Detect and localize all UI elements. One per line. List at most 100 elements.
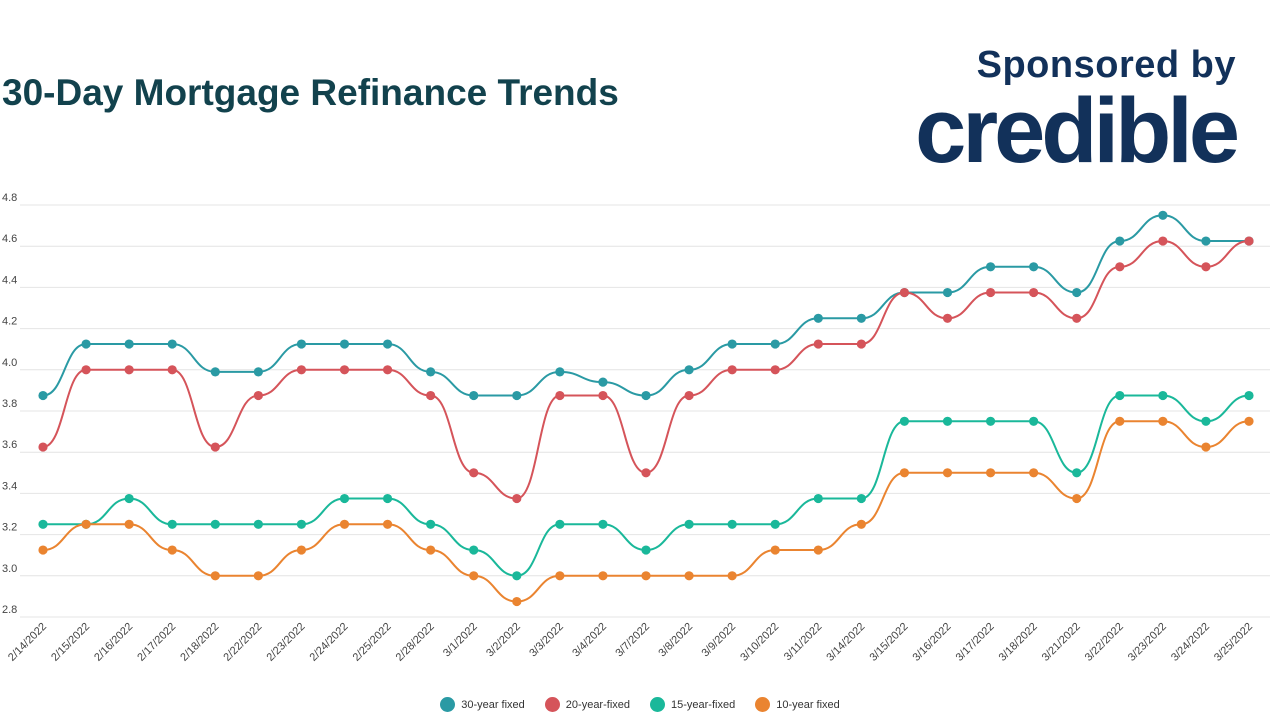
- y-tick-label: 4.0: [2, 357, 17, 369]
- data-point: [38, 519, 48, 529]
- x-tick-label: 3/10/2022: [738, 621, 781, 664]
- data-point: [339, 493, 350, 504]
- x-tick-label: 2/15/2022: [49, 621, 92, 664]
- data-point: [985, 287, 996, 298]
- x-tick-label: 3/8/2022: [656, 621, 695, 660]
- data-point: [426, 367, 436, 377]
- x-tick-label: 2/18/2022: [178, 621, 221, 664]
- data-point: [598, 390, 608, 401]
- x-tick-label: 2/28/2022: [394, 621, 437, 664]
- data-point: [81, 365, 91, 375]
- data-point: [38, 390, 48, 401]
- data-point: [296, 545, 307, 555]
- x-tick-label: 3/2/2022: [484, 621, 523, 660]
- data-point: [770, 365, 780, 375]
- series-3: [38, 416, 1254, 607]
- data-point: [382, 339, 393, 349]
- x-tick-label: 3/1/2022: [441, 621, 480, 660]
- legend-label: 10-year fixed: [776, 698, 840, 711]
- data-point: [38, 545, 48, 555]
- x-tick-label: 3/15/2022: [867, 621, 910, 664]
- data-point: [1115, 416, 1125, 426]
- data-point: [210, 442, 220, 452]
- y-tick-label: 4.4: [2, 274, 17, 286]
- series-line: [42, 240, 1250, 500]
- data-point: [942, 468, 953, 478]
- x-tick-label: 2/25/2022: [351, 621, 394, 664]
- data-point: [598, 571, 608, 581]
- x-tick-label: 2/14/2022: [6, 621, 49, 664]
- y-axis-ticks: 2.8 3.0 3.2 3.4 3.6 3.8 4.0 4.2 4.4 4.6 4.8: [2, 192, 17, 616]
- data-point: [296, 365, 307, 375]
- data-point: [770, 545, 780, 555]
- data-point: [985, 262, 996, 272]
- data-point: [1029, 416, 1039, 426]
- series-2: [38, 390, 1254, 581]
- series-1: [38, 236, 1254, 504]
- data-point: [985, 468, 996, 478]
- x-axis-ticks: 2/14/2022 2/15/2022 2/16/2022 2/17/2022 2/18…: [6, 621, 1255, 664]
- x-tick-label: 2/22/2022: [221, 621, 264, 664]
- data-point: [813, 545, 823, 555]
- data-point: [167, 339, 177, 349]
- data-point: [469, 390, 479, 401]
- data-point: [641, 390, 651, 401]
- sponsor-block: Sponsored by credible: [915, 44, 1240, 177]
- data-point: [684, 365, 694, 375]
- data-point: [426, 519, 436, 529]
- grid-lines: [20, 204, 1270, 618]
- x-tick-label: 2/16/2022: [92, 621, 135, 664]
- data-point: [167, 365, 177, 375]
- data-point: [856, 313, 866, 323]
- x-tick-label: 3/17/2022: [954, 621, 997, 664]
- data-point: [124, 493, 134, 504]
- data-point: [339, 365, 350, 375]
- data-point: [1201, 442, 1211, 452]
- data-point: [684, 571, 694, 581]
- data-point: [382, 365, 393, 375]
- data-point: [81, 339, 91, 349]
- data-point: [167, 519, 177, 529]
- data-point: [641, 468, 651, 478]
- data-point: [770, 519, 780, 529]
- data-point: [512, 390, 522, 401]
- data-point: [1072, 468, 1082, 478]
- data-point: [512, 571, 522, 581]
- data-point: [1029, 262, 1039, 272]
- data-point: [469, 571, 479, 581]
- data-point: [813, 493, 823, 504]
- legend-swatch: [440, 697, 456, 712]
- data-point: [339, 339, 350, 349]
- data-point: [210, 571, 220, 581]
- data-point: [124, 365, 134, 375]
- x-tick-label: 3/14/2022: [824, 621, 867, 664]
- data-point: [253, 367, 263, 377]
- data-point: [81, 519, 91, 529]
- data-point: [856, 519, 866, 529]
- x-tick-label: 3/3/2022: [527, 621, 566, 660]
- x-tick-label: 3/11/2022: [782, 621, 825, 664]
- x-tick-label: 2/17/2022: [135, 621, 178, 664]
- data-point: [296, 339, 307, 349]
- data-point: [167, 545, 177, 555]
- data-point: [339, 519, 350, 529]
- data-point: [985, 416, 996, 426]
- data-point: [1244, 236, 1254, 246]
- data-point: [469, 468, 479, 478]
- data-point: [684, 519, 694, 529]
- y-tick-label: 3.6: [2, 439, 17, 451]
- data-point: [684, 390, 694, 401]
- page-title: 30-Day Mortgage Refinance Trends: [2, 72, 619, 113]
- y-tick-label: 3.2: [2, 522, 17, 534]
- data-point: [856, 339, 866, 349]
- data-point: [555, 390, 565, 401]
- data-point: [253, 519, 263, 529]
- data-point: [1115, 236, 1125, 246]
- x-tick-label: 3/18/2022: [997, 621, 1040, 664]
- data-point: [382, 519, 393, 529]
- data-point: [1072, 313, 1082, 323]
- data-point: [813, 313, 823, 323]
- legend-label: 20-year-fixed: [565, 698, 630, 711]
- x-tick-label: 2/23/2022: [264, 621, 307, 664]
